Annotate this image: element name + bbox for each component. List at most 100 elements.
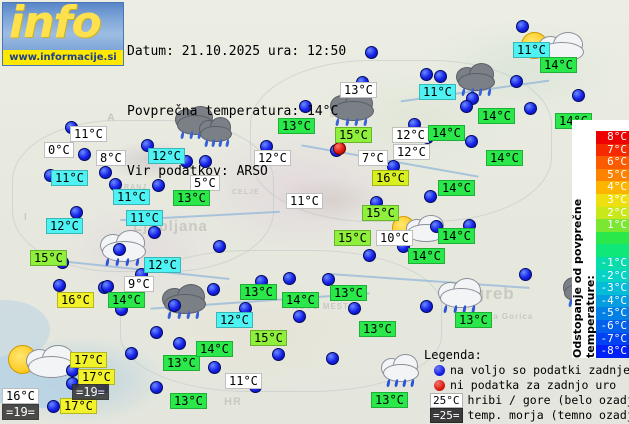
station-dot[interactable]: [199, 155, 212, 168]
rain-drop-icon: [195, 310, 201, 320]
station-dot[interactable]: [125, 347, 138, 360]
station-dot[interactable]: [516, 20, 529, 33]
station-dot[interactable]: [168, 299, 181, 312]
station-dot[interactable]: [326, 352, 339, 365]
color-scale-band: -7°C: [596, 332, 629, 346]
temperature-label: 14°C: [428, 125, 465, 141]
temperature-label: 14°C: [486, 150, 523, 166]
station-dot[interactable]: [363, 249, 376, 262]
station-dot[interactable]: [322, 273, 335, 286]
temperature-label: 12°C: [148, 148, 185, 164]
temperature-label: 13°C: [359, 321, 396, 337]
temperature-label: 14°C: [478, 108, 515, 124]
cloud-puff: [457, 72, 496, 92]
station-dot[interactable]: [150, 326, 163, 339]
legend-item-text: hribi / gore (belo ozadje): [467, 393, 629, 407]
station-dot[interactable]: [53, 279, 66, 292]
place-label: KRANJ: [118, 184, 148, 191]
temperature-label: 14°C: [408, 248, 445, 264]
legend-title: Legenda:: [424, 348, 482, 362]
station-dot[interactable]: [348, 302, 361, 315]
station-dot[interactable]: [272, 348, 285, 361]
mountain-temperature-label: 7°C: [358, 150, 388, 166]
legend-no-data-dot-icon: [434, 380, 445, 391]
temperature-label: 14°C: [282, 292, 319, 308]
station-dot[interactable]: [434, 70, 447, 83]
rain-drop-icon: [402, 378, 407, 388]
color-scale-band: [596, 244, 629, 257]
station-dot[interactable]: [524, 102, 537, 115]
place-label: I: [24, 212, 28, 223]
temperature-label: 13°C: [455, 312, 492, 328]
rain-cloud-icon: [447, 62, 499, 98]
temperature-label: 11°C: [113, 189, 150, 205]
station-dot[interactable]: [101, 280, 114, 293]
station-dot[interactable]: [152, 179, 165, 192]
station-dot[interactable]: [293, 310, 306, 323]
station-dot[interactable]: [207, 283, 220, 296]
rain-drop-icon: [125, 258, 130, 267]
temperature-label: 14°C: [438, 228, 475, 244]
color-scale-band: 1°C: [596, 219, 629, 232]
station-dot[interactable]: [460, 100, 473, 113]
station-dot[interactable]: [424, 190, 437, 203]
station-dot[interactable]: [465, 135, 478, 148]
temperature-label: 11°C: [513, 42, 550, 58]
informacije-logo[interactable]: info www.informacije.si: [2, 2, 124, 66]
color-scale-bands: 8°C 7°C 6°C 5°C 4°C 3°C 2°C 1°C -1°C -2°C -3°C -4°C…: [596, 130, 629, 358]
color-scale-band: -1°C: [596, 256, 629, 270]
sun-cloud-icon: [6, 343, 75, 387]
legend-swatch: 25°C: [430, 393, 463, 408]
mountain-temperature-label: 11°C: [70, 126, 107, 142]
color-scale-band: [596, 231, 629, 245]
station-dot[interactable]: [148, 226, 161, 239]
station-dot[interactable]: [519, 268, 532, 281]
rain-drop-icon: [386, 378, 391, 388]
rain-drop-icon: [135, 258, 140, 267]
temperature-label: 13°C: [170, 393, 207, 409]
station-dot[interactable]: [365, 46, 378, 59]
station-dot[interactable]: [299, 100, 312, 113]
logo-url-text: www.informacije.si: [9, 52, 117, 63]
station-dot[interactable]: [572, 89, 585, 102]
temperature-label: 17°C: [78, 369, 115, 385]
rain-drop-icon: [176, 310, 182, 320]
station-dot[interactable]: [420, 300, 433, 313]
place-label: CELJE: [232, 189, 260, 196]
temperature-label: 17°C: [70, 352, 107, 368]
rain-cloud-icon: [428, 276, 486, 316]
station-dot[interactable]: [283, 272, 296, 285]
station-dot[interactable]: [420, 68, 433, 81]
rain-drop-icon: [186, 310, 191, 320]
temperature-label: 15°C: [362, 205, 399, 221]
temperature-label: 12°C: [46, 218, 83, 234]
station-dot[interactable]: [150, 381, 163, 394]
station-dot[interactable]: [213, 240, 226, 253]
station-dot[interactable]: [173, 337, 186, 350]
legend-item: na voljo so podatki zadnje ure: [424, 363, 629, 378]
station-dot[interactable]: [113, 243, 126, 256]
rain-cloud-icon: [320, 89, 378, 129]
station-dot[interactable]: [78, 148, 91, 161]
station-dot[interactable]: [208, 361, 221, 374]
station-dot[interactable]: [510, 75, 523, 88]
rain-drop-icon: [115, 258, 120, 267]
color-scale-band: -8°C: [596, 344, 629, 358]
station-dot[interactable]: [99, 166, 112, 179]
cloud-puff: [332, 101, 374, 122]
place-label: NOVO MESTO: [292, 302, 357, 311]
mountain-temperature-label: 9°C: [124, 276, 154, 292]
sea-temperature-label: =19=: [72, 384, 109, 400]
temperature-label: 14°C: [196, 341, 233, 357]
mountain-temperature-label: 0°C: [44, 142, 74, 158]
color-scale-band: 7°C: [596, 143, 629, 157]
legend-item: =25= temp. morja (temno ozadje): [424, 408, 629, 423]
temperature-label: 13°C: [163, 355, 200, 371]
temperature-label: 14°C: [438, 180, 475, 196]
rain-drop-icon: [105, 258, 110, 267]
station-dot[interactable]: [47, 400, 60, 413]
temperature-label: 16°C: [372, 170, 409, 186]
temperature-label: 11°C: [51, 170, 88, 186]
logo-wordmark: info: [9, 2, 102, 48]
